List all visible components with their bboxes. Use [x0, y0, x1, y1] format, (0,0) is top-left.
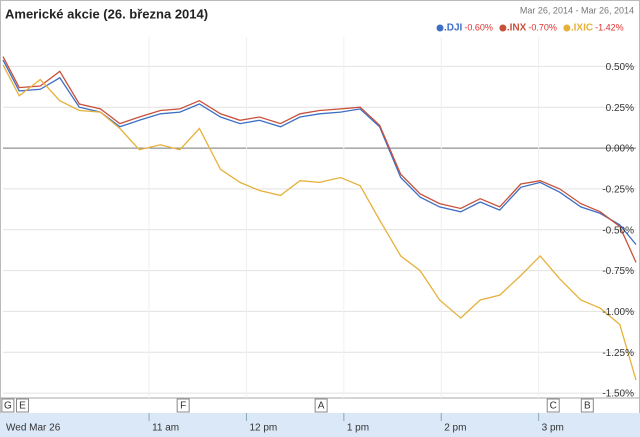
y-tick-label: -1.25%	[602, 348, 634, 359]
chart-title: Americké akcie (26. března 2014)	[5, 6, 208, 21]
legend-marker	[436, 24, 444, 32]
event-flag	[15, 398, 29, 413]
legend-change: -0.70%	[528, 22, 557, 32]
x-tick-label: Wed Mar 26	[6, 423, 61, 434]
x-tick-label: 12 pm	[249, 423, 277, 434]
legend-marker	[563, 24, 571, 32]
series-line	[2, 56, 637, 263]
event-flag-label: A	[318, 401, 325, 412]
legend-label: .IXIC	[571, 23, 593, 34]
event-flag	[546, 398, 560, 413]
event-flag-label: E	[19, 401, 26, 412]
legend-change: -0.60%	[464, 22, 493, 32]
x-tick-label: 2 pm	[444, 423, 466, 434]
y-tick-label: 0.00%	[606, 144, 634, 155]
event-flag	[176, 398, 190, 413]
y-tick-label: 0.50%	[606, 62, 634, 73]
y-tick-label: -0.25%	[602, 185, 634, 196]
y-tick-label: -1.50%	[602, 389, 634, 400]
event-flag	[580, 398, 594, 413]
event-flag-label: C	[550, 401, 557, 412]
x-axis-band	[0, 413, 640, 437]
event-flag-label: G	[4, 401, 12, 412]
event-flag-label: B	[584, 401, 591, 412]
series-line	[2, 64, 637, 381]
event-flag	[314, 398, 328, 413]
y-tick-label: 0.25%	[606, 103, 634, 114]
x-tick-label: 3 pm	[542, 423, 564, 434]
y-tick-label: -0.75%	[602, 266, 634, 277]
legend-marker	[499, 24, 507, 32]
x-tick-label: 11 am	[152, 423, 179, 434]
legend-label: .DJI	[444, 23, 463, 34]
event-flag	[1, 398, 15, 413]
y-tick-label: -0.50%	[602, 225, 634, 236]
date-range: Mar 26, 2014 - Mar 26, 2014	[520, 5, 634, 15]
legend-change: -1.42%	[595, 22, 624, 32]
x-tick-label: 1 pm	[347, 423, 369, 434]
y-tick-label: -1.00%	[602, 307, 634, 318]
legend-label: .INX	[507, 23, 527, 34]
event-flag-label: F	[180, 401, 186, 412]
